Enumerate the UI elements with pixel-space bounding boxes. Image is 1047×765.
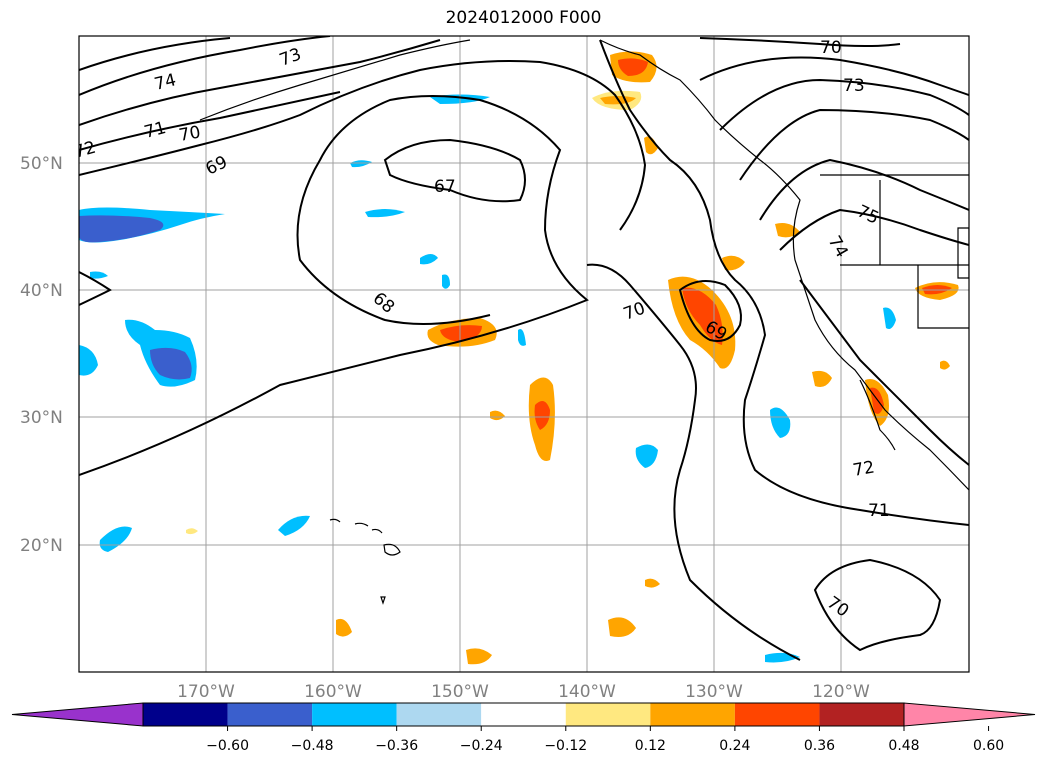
colorbar-tick-label: −0.48 [291,738,334,754]
colorbar-segment [312,703,397,726]
lat-label: 30°N [20,408,63,428]
contour-label: 67 [434,177,456,197]
lon-label: 170°W [177,682,235,702]
colorbar-segment [227,703,313,726]
lat-label: 20°N [20,536,63,556]
colorbar-tick-label: −0.36 [375,738,418,754]
contour-label: 72 [72,138,98,163]
colorbar-extend-low [11,702,144,727]
lon-label: 120°W [812,682,870,702]
colorbar-segment [396,703,482,726]
colorbar-segment [565,703,651,726]
colorbar-tick-label: −0.24 [460,738,503,754]
colorbar-segment [650,703,735,726]
lon-label: 130°W [685,682,743,702]
contour-label: 73 [843,76,865,96]
lon-label: 140°W [558,682,616,702]
lat-label: 40°N [20,281,63,301]
colorbar [11,702,1036,727]
hawaiian-islands [329,518,401,605]
longitude-labels: 170°W 160°W 150°W 140°W 130°W 120°W [177,682,870,702]
colorbar-segment [143,703,228,726]
lon-label: 160°W [304,682,362,702]
latitude-labels: 50°N 40°N 30°N 20°N [20,154,63,556]
colorbar-segment [481,703,566,726]
colorbar-segment [734,703,820,726]
graticule [79,36,969,672]
colorbar-tick-label: 0.48 [888,738,919,754]
lon-label: 150°W [431,682,489,702]
colorbar-tick-label: 0.60 [973,738,1004,754]
contour-label: 72 [851,457,876,480]
map-frame [78,35,970,673]
colorbar-tick-label: −0.60 [206,738,249,754]
colorbar-tick-label: 0.36 [804,738,835,754]
colorbar-tick-label: 0.12 [635,738,666,754]
positive-shading [186,51,959,665]
contour-label: 70 [177,122,202,145]
contour-label: 71 [868,501,890,521]
map-panel: 74 73 72 71 70 69 67 68 70 69 70 73 75 7… [72,36,969,672]
colorbar-extend-high [903,702,1036,727]
colorbar-segment [819,703,904,726]
map-title: 2024012000 F000 [445,8,602,28]
colorbar-ticks: −0.60 −0.48 −0.36 −0.24 −0.12 0.12 0.24 0.36 0.4… [206,726,1004,754]
height-contours [79,36,969,661]
contour-label: 70 [820,38,842,58]
coastlines [199,39,969,491]
colorbar-tick-label: 0.24 [719,738,750,754]
colorbar-tick-label: −0.12 [544,738,587,754]
lat-label: 50°N [20,154,63,174]
